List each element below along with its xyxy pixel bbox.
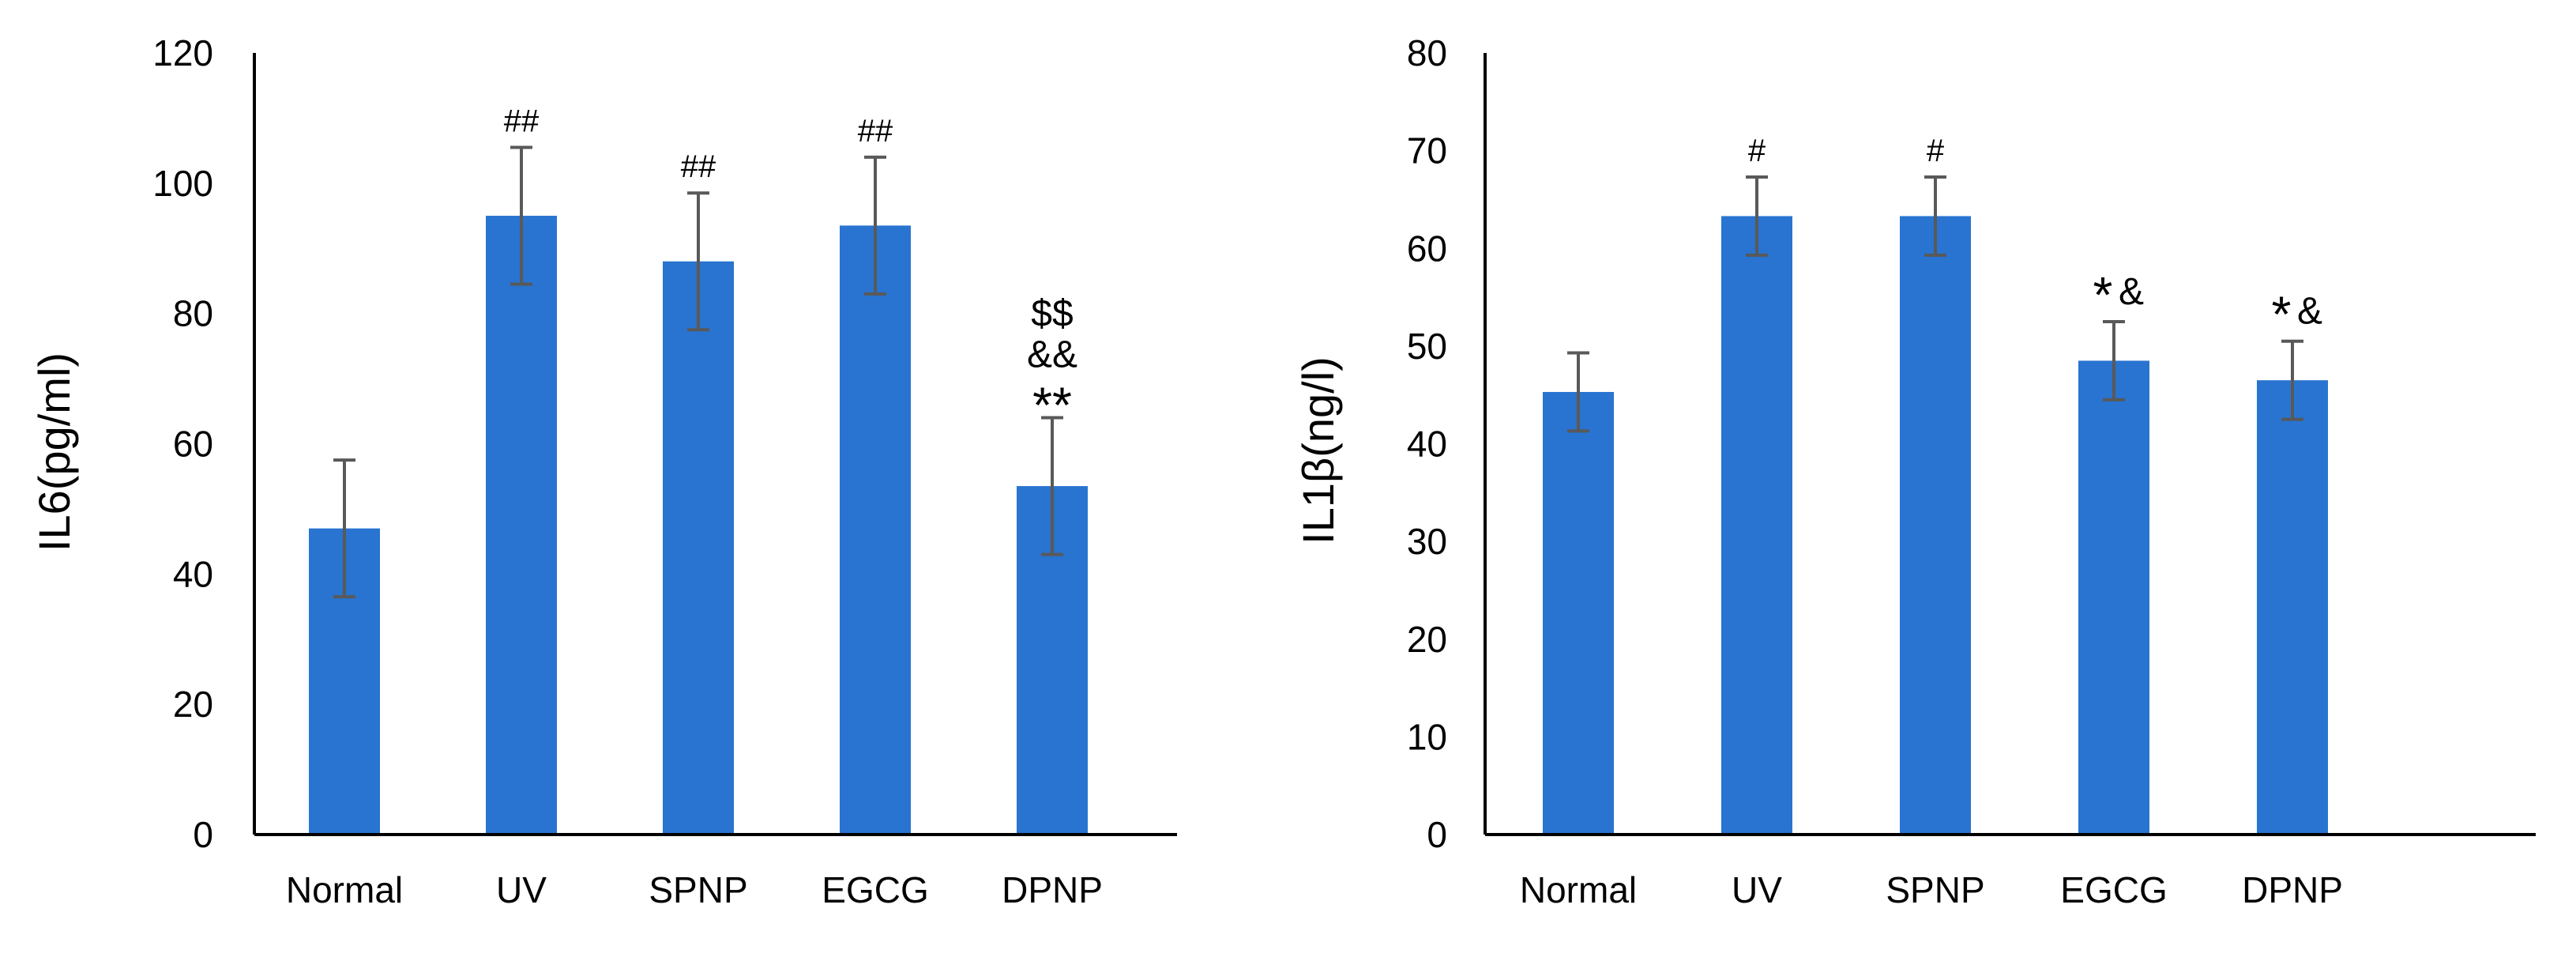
- significance-marker: &: [2297, 291, 2322, 333]
- y-axis-title: IL6(pg/ml): [29, 352, 79, 552]
- y-tick-label: 50: [1407, 326, 1447, 367]
- significance-marker: $$: [1031, 293, 1073, 335]
- significance-marker: *: [2093, 266, 2113, 323]
- y-tick-label: 80: [173, 293, 213, 334]
- category-label: Normal: [286, 869, 403, 910]
- bar-dpnp: [2257, 380, 2328, 835]
- y-tick-label: 70: [1407, 130, 1447, 171]
- y-tick-label: 10: [1407, 716, 1447, 757]
- error-bar-dpnp: [1041, 416, 1063, 556]
- category-label: DPNP: [2242, 869, 2343, 910]
- category-label: DPNP: [1002, 869, 1103, 910]
- y-tick-label: 20: [1407, 619, 1447, 660]
- il6-chart: IL6(pg/ml) 0 20 40 60 80 100 120 Normal UV ## SPNP…: [29, 32, 1177, 910]
- error-bar-egcg: [2103, 319, 2125, 401]
- y-tick-label: 40: [173, 553, 213, 594]
- y-tick-label: 0: [1427, 814, 1447, 855]
- significance-marker: &&: [1027, 334, 1077, 376]
- error-bar-spnp: [1924, 175, 1946, 257]
- error-bar-uv: [1746, 175, 1768, 257]
- bar-spnp: [663, 261, 734, 835]
- y-tick-label: 40: [1407, 424, 1447, 465]
- category-label: UV: [1732, 869, 1782, 910]
- significance-marker: *: [2272, 286, 2292, 343]
- y-axis-title: IL1β(ng/l): [1293, 356, 1343, 545]
- significance-marker: &: [2119, 271, 2144, 313]
- significance-marker: ##: [858, 114, 893, 149]
- y-tick-label: 60: [1407, 228, 1447, 269]
- error-bar-uv: [510, 145, 532, 286]
- significance-marker: #: [1748, 134, 1766, 168]
- y-tick-label: 120: [152, 32, 213, 73]
- bar-uv: [486, 216, 557, 835]
- bar-egcg: [840, 225, 911, 835]
- error-bar-spnp: [687, 191, 709, 332]
- category-label: Normal: [1520, 869, 1637, 910]
- significance-marker: ##: [681, 149, 716, 184]
- y-tick-label: 30: [1407, 521, 1447, 562]
- error-bar-dpnp: [2281, 339, 2303, 421]
- y-tick-label: 100: [152, 163, 213, 204]
- category-label: SPNP: [1886, 869, 1984, 910]
- bar-spnp: [1900, 216, 1971, 835]
- error-bar-egcg: [864, 155, 886, 296]
- il1b-chart: IL1β(ng/l) 0 10 20 30 40 50 60 70 80 Normal UV # SPN…: [1293, 32, 2536, 910]
- y-tick-label: 20: [173, 684, 213, 725]
- category-label: EGCG: [2060, 869, 2167, 910]
- significance-marker: #: [1927, 134, 1945, 168]
- category-label: EGCG: [822, 869, 928, 910]
- significance-marker: ##: [504, 104, 540, 139]
- bar-uv: [1721, 216, 1792, 835]
- y-tick-label: 80: [1407, 32, 1447, 73]
- error-bar-normal: [333, 458, 355, 599]
- y-tick-label: 60: [173, 424, 213, 465]
- significance-marker: **: [1032, 377, 1072, 434]
- category-label: SPNP: [649, 869, 747, 910]
- bar-normal: [1543, 391, 1614, 835]
- y-tick-label: 0: [193, 814, 213, 855]
- category-label: UV: [496, 869, 547, 910]
- error-bar-normal: [1567, 351, 1589, 433]
- bar-egcg: [2078, 360, 2149, 835]
